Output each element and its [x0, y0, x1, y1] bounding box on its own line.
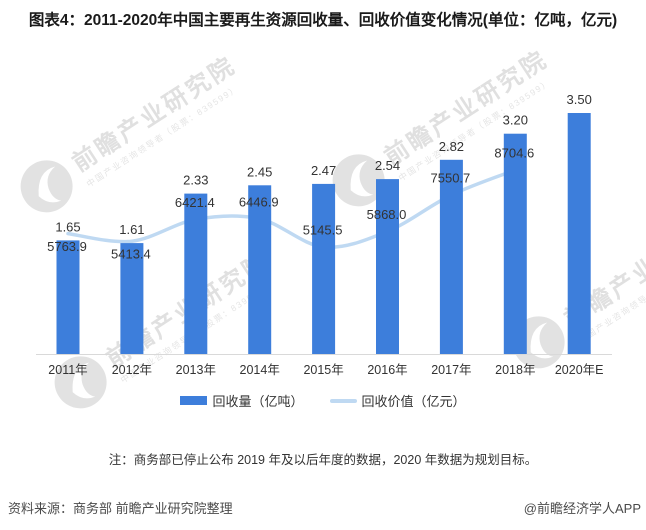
legend-item-bar-series: 回收量（亿吨） — [180, 391, 304, 410]
bar — [503, 133, 527, 354]
bar-value-label: 2.45 — [247, 164, 272, 179]
data-source-text: 资料来源：商务部 前瞻产业研究院整理 — [8, 501, 233, 516]
x-tick-label: 2012年 — [112, 363, 152, 377]
x-tick-label: 2018年 — [495, 363, 535, 377]
bar-value-label: 1.65 — [55, 219, 80, 234]
x-tick-label: 2015年 — [303, 363, 343, 377]
bar — [248, 185, 272, 354]
bar — [120, 243, 144, 354]
bar-value-label: 3.20 — [503, 113, 528, 128]
bar — [567, 113, 591, 354]
line-value-label: 8704.6 — [494, 146, 534, 161]
credit-text: @前瞻经济学人APP — [523, 501, 641, 516]
legend: 回收量（亿吨） 回收价值（亿元） — [0, 391, 646, 410]
bar — [376, 179, 399, 354]
bar — [56, 240, 80, 354]
x-tick-label: 2017年 — [431, 363, 471, 377]
bar-value-label: 1.61 — [119, 222, 144, 237]
chart-title: 图表4：2011-2020年中国主要再生资源回收量、回收价值变化情况(单位：亿吨… — [28, 12, 618, 29]
line-value-label: 6421.4 — [175, 195, 215, 210]
bar — [312, 183, 336, 354]
line-value-label: 6446.9 — [239, 194, 279, 209]
bar — [184, 193, 208, 354]
line-value-label: 5763.9 — [47, 239, 87, 254]
line-series-swatch — [329, 398, 357, 403]
x-tick-label: 2011年 — [48, 363, 87, 377]
x-tick-label: 2016年 — [367, 363, 407, 377]
bar-value-label: 2.47 — [311, 163, 336, 178]
chart-note: 注：商务部已停止公布 2019 年及以后年度的数据，2020 年数据为规划目标。 — [108, 453, 538, 467]
line-value-label: 7550.7 — [431, 171, 471, 186]
legend-item-line-series: 回收价值（亿元） — [329, 391, 466, 410]
bar-series-label: 回收量（亿吨） — [212, 394, 304, 409]
x-tick-label: 2020年E — [555, 363, 604, 377]
x-tick-label: 2014年 — [240, 363, 280, 377]
bar — [439, 159, 463, 354]
bar-value-label: 2.54 — [375, 158, 400, 173]
line-series-label: 回收价值（亿元） — [361, 394, 466, 409]
line-value-label: 5868.0 — [367, 207, 407, 222]
x-tick-label: 2013年 — [176, 363, 216, 377]
line-value-label: 5145.5 — [303, 223, 343, 238]
bar-value-label: 2.82 — [439, 139, 464, 154]
line-value-label: 5413.4 — [111, 247, 151, 262]
bar-value-label: 3.50 — [567, 92, 592, 107]
bar-series-swatch — [180, 396, 208, 405]
bar-value-label: 2.33 — [183, 173, 208, 188]
